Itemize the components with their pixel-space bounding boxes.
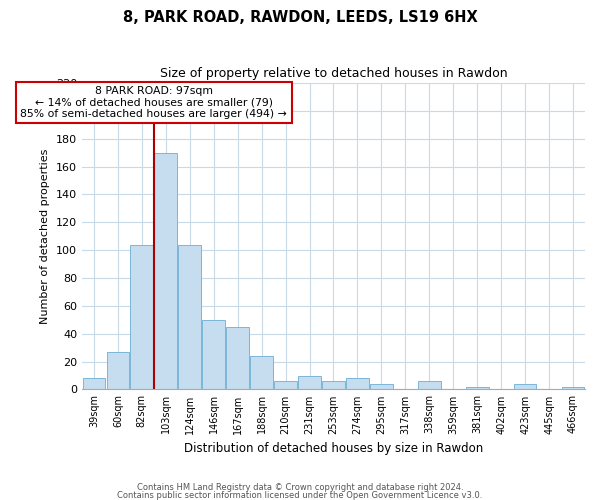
Bar [107,352,129,390]
Bar [226,327,249,390]
Bar [250,356,273,390]
Bar [274,381,297,390]
Bar [514,384,536,390]
Y-axis label: Number of detached properties: Number of detached properties [40,148,50,324]
Bar [346,378,369,390]
Text: Contains public sector information licensed under the Open Government Licence v3: Contains public sector information licen… [118,490,482,500]
Bar [322,381,345,390]
Bar [83,378,106,390]
Bar [298,376,321,390]
Bar [178,244,201,390]
Bar [466,386,488,390]
Text: 8, PARK ROAD, RAWDON, LEEDS, LS19 6HX: 8, PARK ROAD, RAWDON, LEEDS, LS19 6HX [122,10,478,25]
Text: Contains HM Land Registry data © Crown copyright and database right 2024.: Contains HM Land Registry data © Crown c… [137,484,463,492]
Bar [154,152,177,390]
Bar [418,381,440,390]
Bar [562,386,584,390]
Title: Size of property relative to detached houses in Rawdon: Size of property relative to detached ho… [160,68,507,80]
X-axis label: Distribution of detached houses by size in Rawdon: Distribution of detached houses by size … [184,442,483,455]
Bar [130,244,153,390]
Bar [370,384,393,390]
Text: 8 PARK ROAD: 97sqm
← 14% of detached houses are smaller (79)
85% of semi-detache: 8 PARK ROAD: 97sqm ← 14% of detached hou… [20,86,287,119]
Bar [202,320,225,390]
